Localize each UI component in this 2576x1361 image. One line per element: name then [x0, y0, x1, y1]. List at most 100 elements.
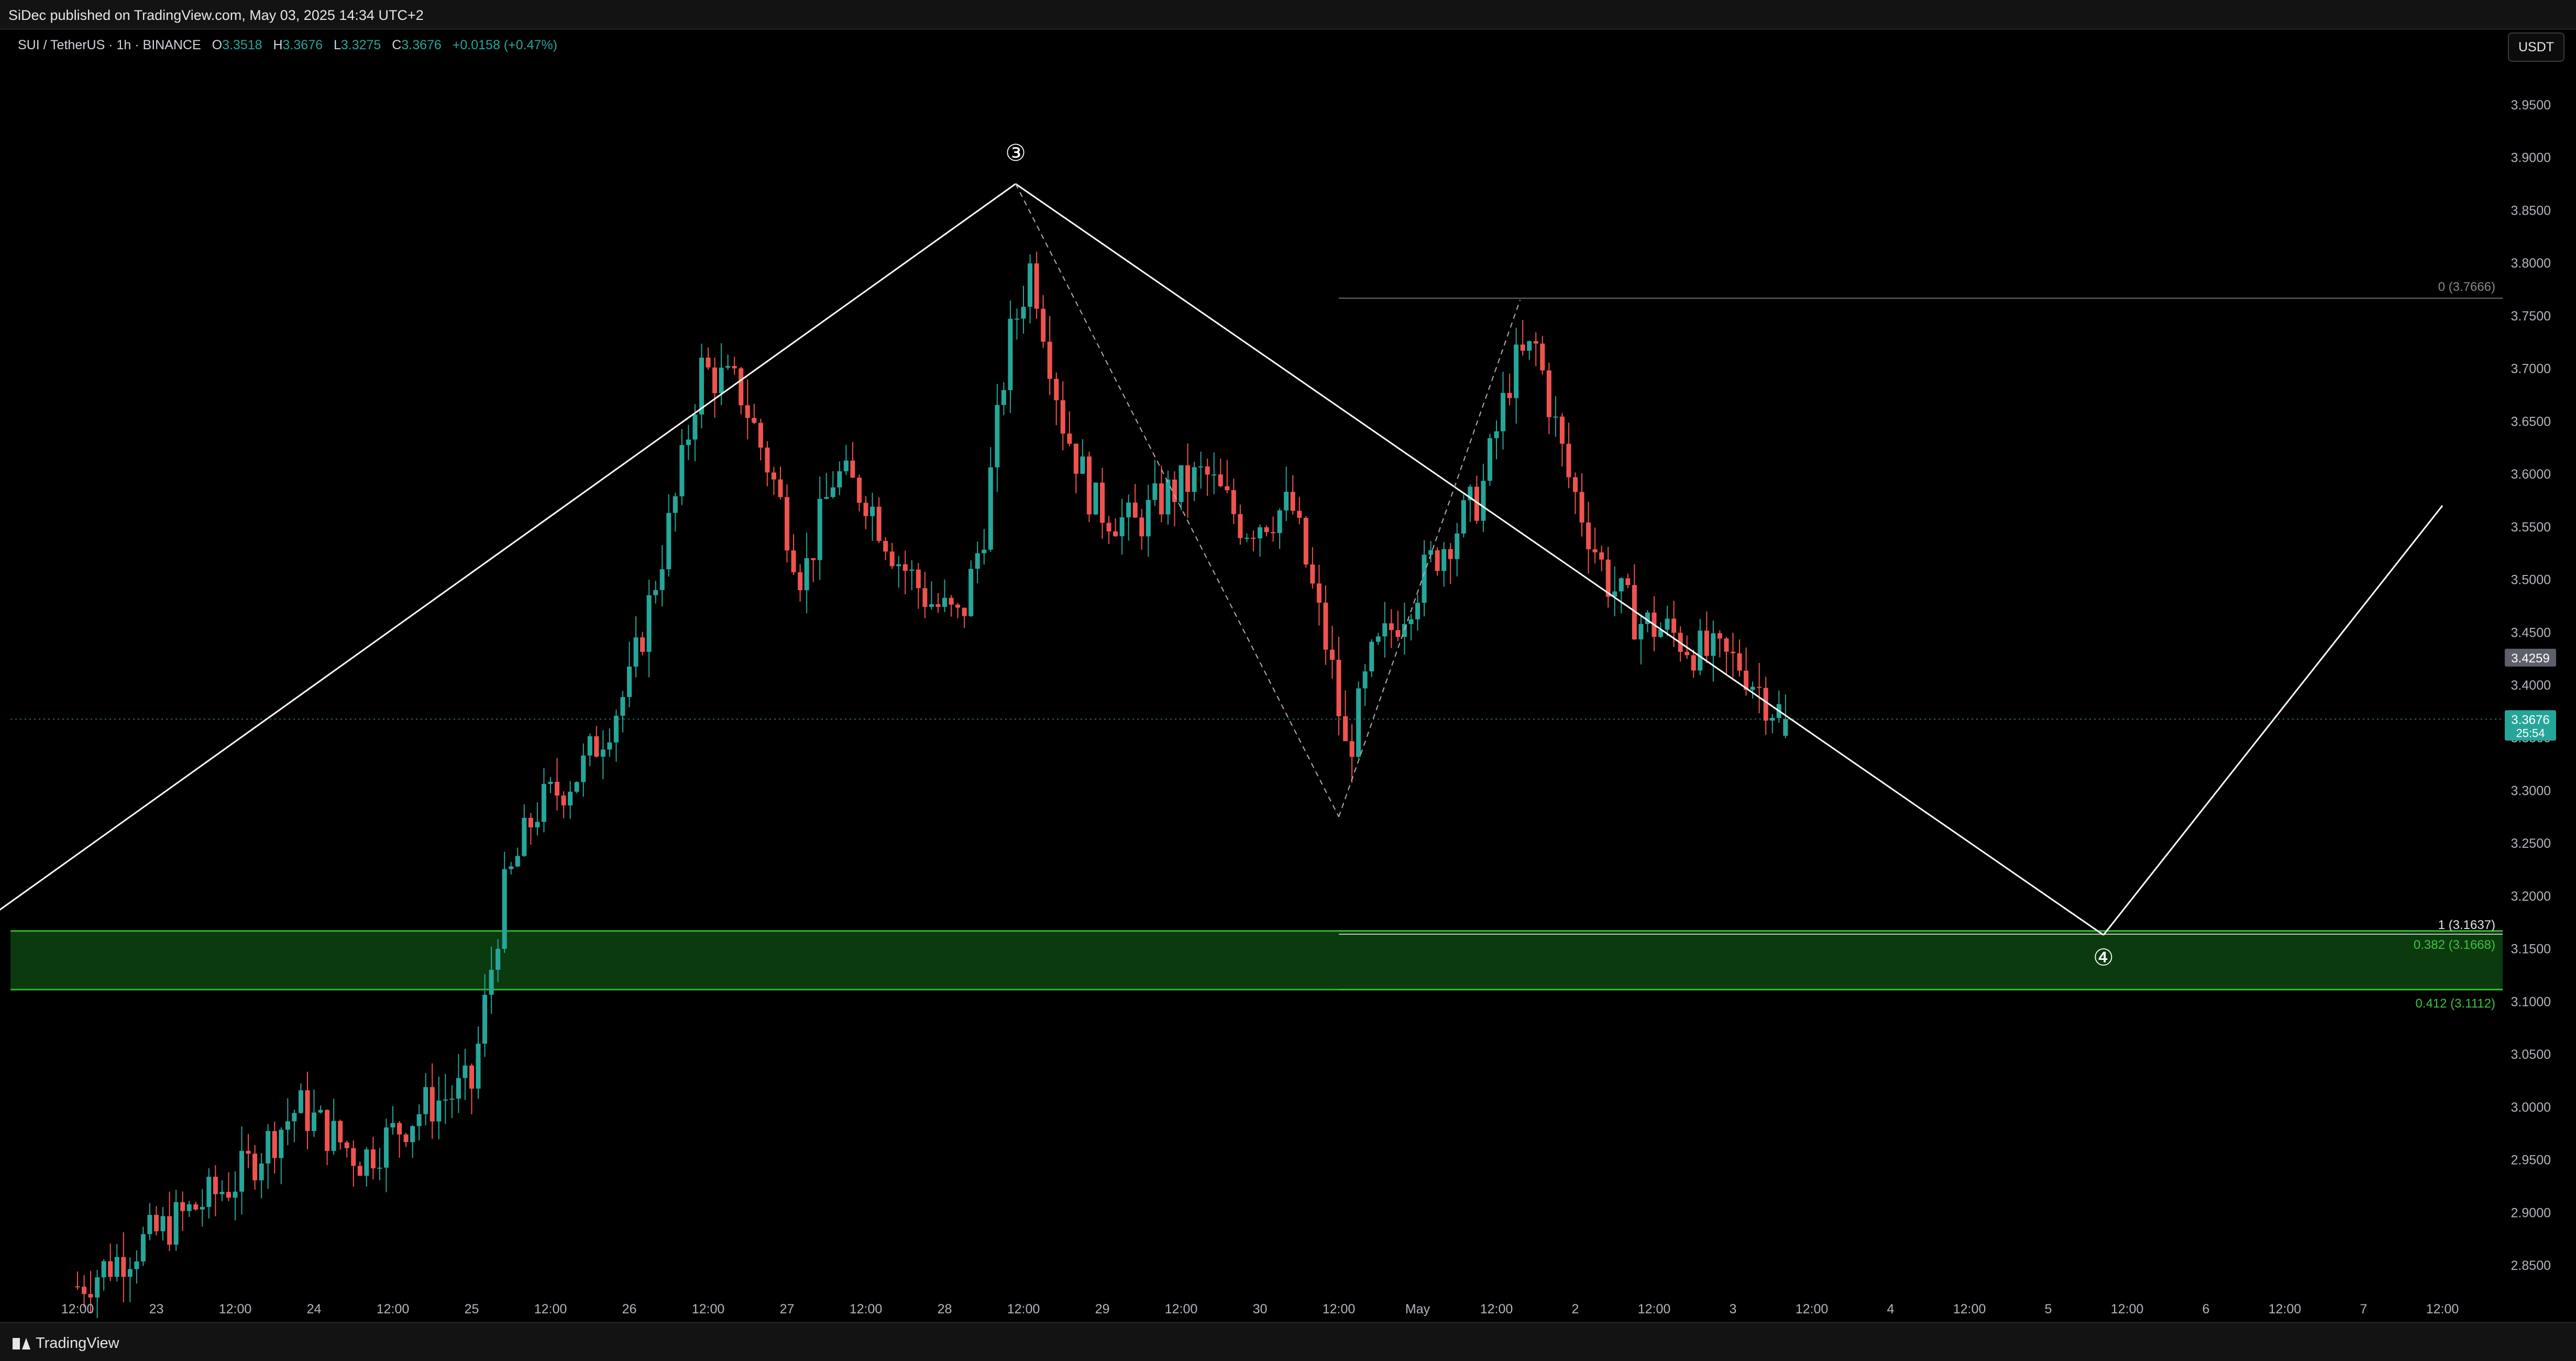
candle-body-56	[443, 1099, 448, 1101]
candle-body-135	[962, 607, 967, 616]
candle-body-48	[390, 1123, 395, 1128]
candle-body-71	[541, 784, 546, 822]
candle-body-2	[88, 1294, 93, 1298]
candle-body-8	[127, 1269, 133, 1277]
y-tick-14: 3.2500	[2511, 836, 2551, 851]
candle-body-42	[351, 1148, 356, 1166]
candle-body-181	[1264, 527, 1269, 533]
candle-body-177	[1238, 514, 1243, 538]
candle-body-86	[640, 637, 645, 652]
candle-body-131	[935, 604, 941, 607]
candle-body-34	[298, 1090, 303, 1113]
candle-body-139	[988, 467, 993, 550]
candle-body-206	[1428, 550, 1434, 555]
low-key: L	[333, 38, 341, 52]
candle-body-17	[186, 1204, 192, 1211]
candle-body-20	[206, 1177, 212, 1207]
x-tick-10: 12:00	[850, 1302, 883, 1316]
candle-body-82	[613, 715, 619, 743]
candle-body-96	[706, 357, 711, 368]
candle-body-158	[1113, 531, 1118, 536]
candle-body-23	[226, 1192, 231, 1198]
candle-body-146	[1034, 263, 1039, 309]
x-tick-8: 12:00	[692, 1302, 725, 1316]
x-tick-30: 12:00	[2426, 1302, 2459, 1316]
candle-body-247	[1698, 630, 1703, 671]
candle-body-140	[995, 405, 1000, 468]
candle-body-234	[1612, 591, 1617, 597]
candle-body-83	[620, 697, 625, 716]
candle-body-105	[765, 447, 770, 473]
candle-body-253	[1737, 653, 1742, 671]
x-tick-0: 12:00	[61, 1302, 94, 1316]
candle-body-10	[140, 1234, 146, 1262]
close-value: 3.3676	[401, 38, 442, 52]
candle-body-1	[82, 1287, 87, 1294]
candle-body-80	[600, 749, 606, 757]
candle-body-73	[555, 781, 560, 796]
candle-body-180	[1258, 527, 1262, 539]
candle-body-163	[1146, 500, 1151, 537]
candle-body-70	[535, 822, 540, 827]
candle-body-236	[1625, 578, 1631, 585]
candle-body-217	[1501, 393, 1506, 431]
candle-body-103	[752, 418, 757, 423]
candle-body-114	[824, 497, 829, 499]
candle-body-185	[1290, 492, 1295, 511]
candle-body-40	[338, 1121, 343, 1143]
candle-body-154	[1086, 456, 1092, 515]
publish-bar: SiDec published on TradingView.com, May …	[0, 0, 2576, 30]
candle-body-159	[1119, 517, 1125, 536]
candle-body-124	[889, 551, 895, 567]
candle-body-27	[252, 1154, 258, 1180]
y-tick-20: 2.9500	[2511, 1153, 2551, 1168]
candle-body-28	[259, 1163, 264, 1180]
candle-body-142	[1008, 318, 1013, 391]
x-tick-2: 12:00	[219, 1302, 252, 1316]
candle-body-222	[1533, 341, 1538, 344]
candle-body-143	[1014, 318, 1019, 320]
candle-body-46	[377, 1167, 382, 1169]
fib-label-1: 1 (3.1637)	[2438, 918, 2495, 932]
candle-body-256	[1757, 687, 1762, 688]
candle-body-152	[1073, 444, 1078, 474]
candle-body-90	[666, 513, 671, 570]
wave-line-1	[1015, 183, 2104, 936]
open-key: O	[212, 38, 223, 52]
brand-text: TradingView	[36, 1335, 119, 1352]
candle-body-69	[528, 817, 533, 827]
x-tick-20: 12:00	[1638, 1302, 1671, 1316]
candle-body-3	[95, 1277, 100, 1298]
y-tick-21: 2.9000	[2511, 1205, 2551, 1220]
x-tick-3: 24	[307, 1302, 322, 1316]
candle-body-194	[1349, 741, 1355, 757]
y-tick-6: 3.6500	[2511, 414, 2551, 429]
candle-body-219	[1514, 344, 1519, 399]
candle-body-18	[193, 1204, 199, 1210]
candle-body-133	[949, 597, 954, 605]
candle-body-16	[180, 1202, 185, 1211]
x-tick-22: 12:00	[1796, 1302, 1829, 1316]
x-tick-7: 26	[622, 1302, 637, 1316]
candle-body-201	[1395, 630, 1401, 637]
candle-body-197	[1369, 641, 1374, 672]
axes: 3.9500 3.9000 3.8500 3.8000 3.7500 3.7000 3.65…	[61, 98, 2556, 1316]
y-tick-15: 3.2000	[2511, 889, 2551, 904]
candle-body-110	[798, 572, 803, 591]
tradingview-brand[interactable]: TradingView	[13, 1335, 119, 1352]
candle-body-204	[1415, 603, 1420, 619]
candle-body-76	[574, 782, 579, 792]
x-tick-6: 12:00	[534, 1302, 567, 1316]
candle-body-243	[1671, 618, 1677, 633]
candle-body-144	[1021, 306, 1026, 319]
currency-button[interactable]: USDT	[2508, 32, 2564, 62]
candle-body-228	[1573, 477, 1578, 492]
symbol-label[interactable]: SUI / TetherUS · 1h · BINANCE	[18, 38, 201, 52]
candle-body-209	[1448, 549, 1453, 559]
candle-body-32	[285, 1121, 290, 1130]
candle-body-43	[357, 1166, 362, 1176]
candle-body-49	[397, 1123, 402, 1135]
candle-body-210	[1455, 533, 1460, 559]
x-tick-19: 2	[1572, 1302, 1579, 1316]
